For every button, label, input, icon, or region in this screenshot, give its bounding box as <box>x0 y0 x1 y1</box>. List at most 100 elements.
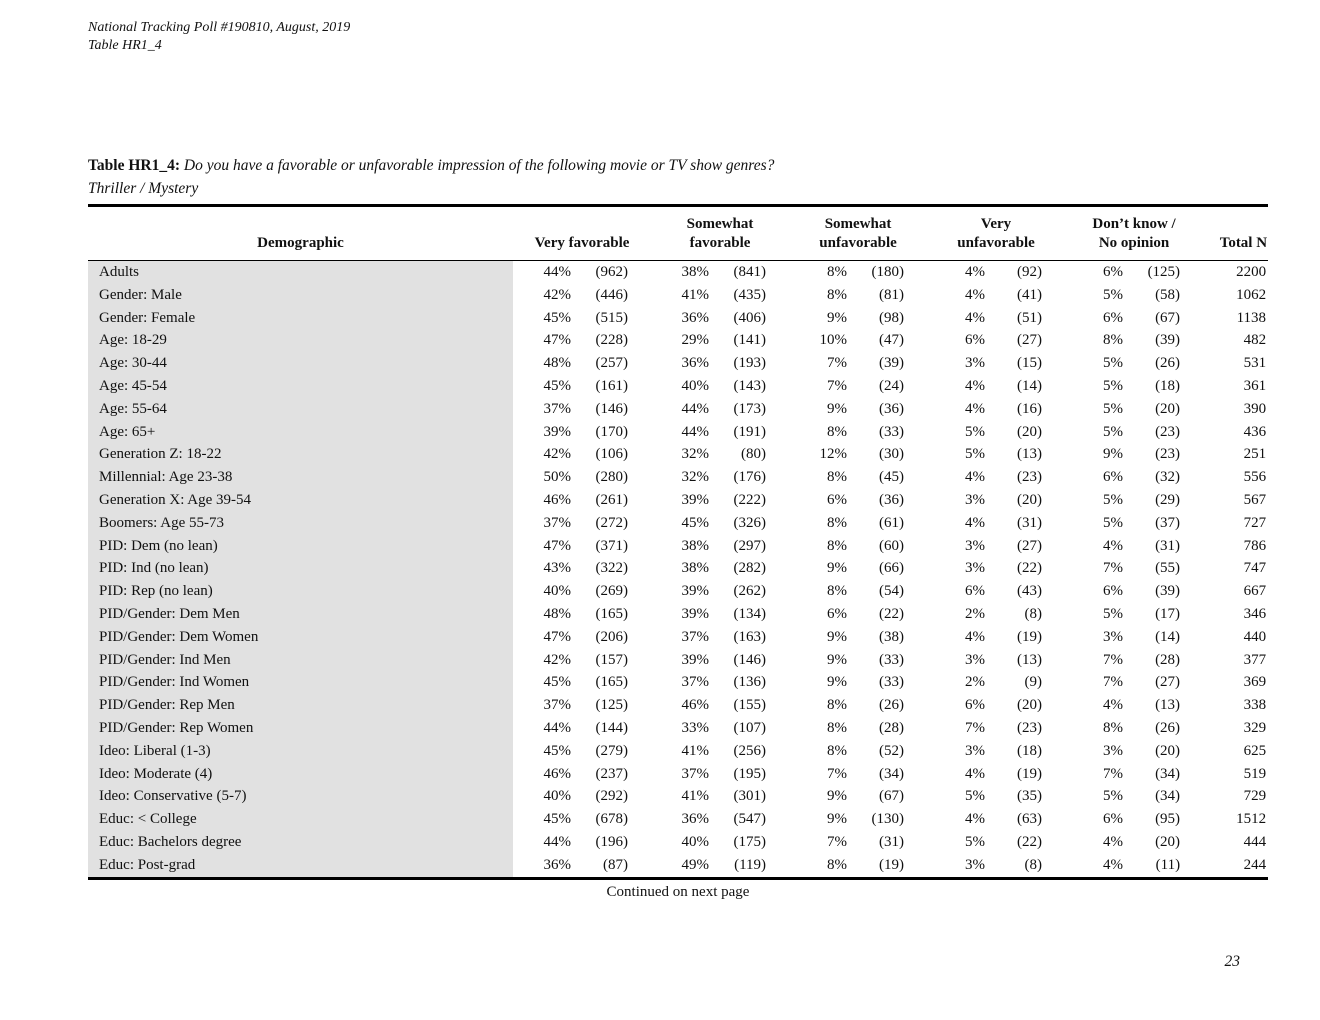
percent-cell: 39% <box>681 491 710 508</box>
table-row: Ideo: Liberal (1-3) 45% (279) 41% (256) 8% (52… <box>88 739 1268 763</box>
total-n-cell: 329 <box>1243 719 1267 736</box>
percent-cell: 8% <box>827 583 848 600</box>
count-cell: (28) <box>879 719 905 736</box>
count-cell: (134) <box>733 605 767 622</box>
count-cell: (446) <box>595 286 629 303</box>
percent-cell: 6% <box>965 332 986 349</box>
total-n-cell: 786 <box>1243 537 1267 554</box>
count-cell: (18) <box>1155 377 1181 394</box>
percent-cell: 5% <box>965 423 986 440</box>
percent-cell: 8% <box>827 537 848 554</box>
count-cell: (43) <box>1017 583 1043 600</box>
percent-cell: 8% <box>827 514 848 531</box>
table-row: Educ: Post-grad 36% (87) 49% (119) 8% (19) 3% (8… <box>88 853 1268 879</box>
count-cell: (20) <box>1155 742 1181 759</box>
percent-cell: 4% <box>965 811 986 828</box>
percent-cell: 40% <box>543 583 572 600</box>
count-cell: (34) <box>1155 765 1181 782</box>
total-n-cell: 346 <box>1243 605 1267 622</box>
percent-cell: 4% <box>965 400 986 417</box>
count-cell: (24) <box>879 377 905 394</box>
count-cell: (322) <box>595 560 629 577</box>
count-cell: (54) <box>879 583 905 600</box>
total-n-cell: 390 <box>1243 400 1267 417</box>
count-cell: (130) <box>871 811 905 828</box>
group-header-line: unfavorable <box>957 235 1035 251</box>
percent-cell: 9% <box>827 788 848 805</box>
percent-cell: 46% <box>543 765 572 782</box>
count-cell: (26) <box>879 697 905 714</box>
total-n-cell: 436 <box>1243 423 1267 440</box>
total-n-cell: 1512 <box>1236 811 1267 828</box>
count-cell: (23) <box>1155 446 1181 463</box>
percent-cell: 8% <box>827 697 848 714</box>
total-n-cell: 747 <box>1243 560 1267 577</box>
table-subtitle: Thriller / Mystery <box>88 180 199 197</box>
count-cell: (66) <box>879 560 905 577</box>
count-cell: (27) <box>1017 332 1043 349</box>
count-cell: (13) <box>1155 697 1181 714</box>
percent-cell: 8% <box>827 469 848 486</box>
percent-cell: 37% <box>543 514 572 531</box>
percent-cell: 7% <box>965 719 986 736</box>
count-cell: (125) <box>595 697 629 714</box>
percent-cell: 7% <box>827 765 848 782</box>
count-cell: (435) <box>733 286 767 303</box>
percent-cell: 3% <box>965 491 986 508</box>
table-row: Boomers: Age 55-73 37% (272) 45% (326) 8% (61)… <box>88 511 1268 535</box>
count-cell: (237) <box>595 765 629 782</box>
count-cell: (8) <box>1024 605 1043 622</box>
total-n-cell: 727 <box>1243 514 1267 531</box>
count-cell: (261) <box>595 491 629 508</box>
count-cell: (33) <box>879 674 905 691</box>
percent-cell: 6% <box>1103 469 1124 486</box>
demographic-cell: PID: Dem (no lean) <box>88 534 513 558</box>
percent-cell: 32% <box>681 469 710 486</box>
count-cell: (272) <box>595 514 629 531</box>
count-cell: (36) <box>879 400 905 417</box>
count-cell: (14) <box>1017 377 1043 394</box>
total-n-cell: 444 <box>1243 833 1267 850</box>
percent-cell: 41% <box>681 788 710 805</box>
count-cell: (28) <box>1155 651 1181 668</box>
percent-cell: 4% <box>965 309 986 326</box>
percent-cell: 46% <box>543 491 572 508</box>
count-cell: (206) <box>595 628 629 645</box>
table-row: Ideo: Moderate (4) 46% (237) 37% (195) 7% (34)… <box>88 762 1268 786</box>
percent-cell: 42% <box>543 651 572 668</box>
count-cell: (9) <box>1024 674 1043 691</box>
header-row: Demographic Very favorable Somewhat favor… <box>88 205 1269 261</box>
count-cell: (191) <box>733 423 767 440</box>
table-row: Educ: Bachelors degree 44% (196) 40% (175) 7%… <box>88 830 1268 854</box>
count-cell: (165) <box>595 674 629 691</box>
percent-cell: 9% <box>827 651 848 668</box>
count-cell: (136) <box>733 674 767 691</box>
count-cell: (962) <box>595 264 629 280</box>
percent-cell: 6% <box>965 583 986 600</box>
percent-cell: 8% <box>1103 332 1124 349</box>
table-row: Age: 18-29 47% (228) 29% (141) 10% (47) 6% (27) 8… <box>88 329 1268 353</box>
percent-cell: 39% <box>681 651 710 668</box>
group-header-line: Somewhat <box>686 216 754 232</box>
percent-cell: 3% <box>1103 742 1124 759</box>
demographic-cell: Age: 18-29 <box>88 329 513 353</box>
count-cell: (47) <box>879 332 905 349</box>
count-cell: (11) <box>1155 856 1181 873</box>
percent-cell: 5% <box>1103 377 1124 394</box>
count-cell: (20) <box>1017 697 1043 714</box>
percent-cell: 9% <box>827 811 848 828</box>
percent-cell: 4% <box>965 469 986 486</box>
count-cell: (92) <box>1017 264 1043 280</box>
demographic-cell: PID: Rep (no lean) <box>88 580 513 603</box>
percent-cell: 6% <box>827 491 848 508</box>
count-cell: (39) <box>1155 583 1181 600</box>
count-cell: (228) <box>595 332 629 349</box>
percent-cell: 6% <box>965 697 986 714</box>
percent-cell: 4% <box>965 628 986 645</box>
total-n-cell: 244 <box>1243 856 1267 873</box>
percent-cell: 38% <box>681 537 710 554</box>
percent-cell: 37% <box>681 765 710 782</box>
percent-cell: 4% <box>965 264 986 280</box>
count-cell: (106) <box>595 446 629 463</box>
total-n-cell: 377 <box>1243 651 1267 668</box>
